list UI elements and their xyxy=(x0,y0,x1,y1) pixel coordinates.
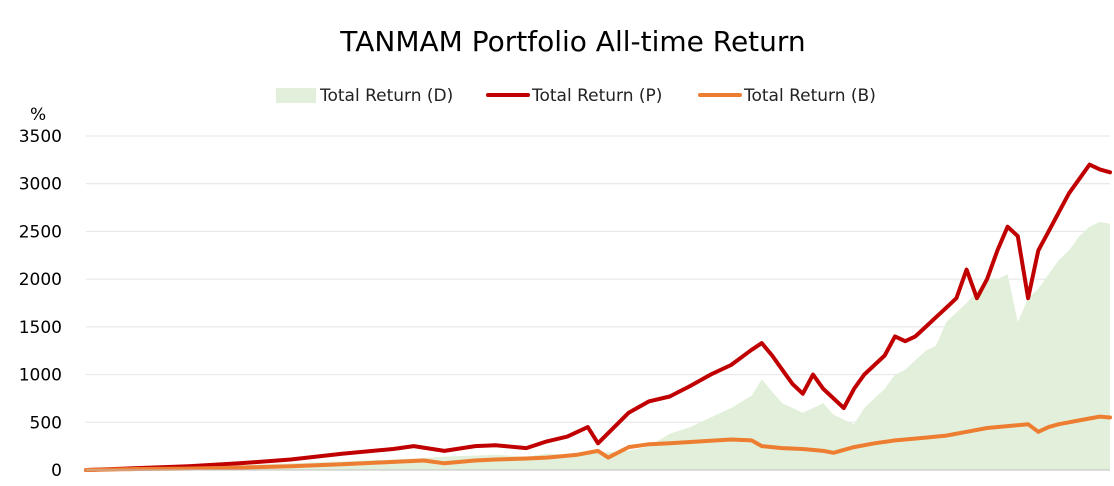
series-line-total-return-p xyxy=(84,162,1112,472)
y-tick-label: 500 xyxy=(30,413,62,433)
legend-item: Total Return (B) xyxy=(698,86,876,106)
y-tick-label: 2500 xyxy=(19,222,62,242)
legend-item: Total Return (D) xyxy=(276,86,453,106)
y-tick-label: 1500 xyxy=(19,318,62,338)
legend: Total Return (D) Total Return (P) Total Re… xyxy=(276,86,876,106)
y-tick-label: 2000 xyxy=(19,270,62,290)
legend-item: Total Return (P) xyxy=(486,86,662,106)
series-layer xyxy=(84,162,1112,472)
y-tick-label: 0 xyxy=(51,461,62,481)
series-area-total-return-d xyxy=(86,221,1110,470)
legend-swatch-area xyxy=(276,88,316,103)
series-line-total-return-b xyxy=(84,414,1112,472)
legend-label: Total Return (D) xyxy=(319,86,453,106)
y-tick-label: 1000 xyxy=(19,366,62,386)
y-axis-unit-label: % xyxy=(30,105,46,125)
axes: 0 500 1000 1500 2000 2500 3000 3500 xyxy=(19,127,1110,481)
chart-title: TANMAM Portfolio All-time Return xyxy=(339,25,805,58)
gridlines xyxy=(86,135,1110,423)
y-tick-label: 3000 xyxy=(19,175,62,195)
legend-label: Total Return (B) xyxy=(743,86,876,106)
y-tick-label: 3500 xyxy=(19,127,62,147)
legend-label: Total Return (P) xyxy=(531,86,662,106)
